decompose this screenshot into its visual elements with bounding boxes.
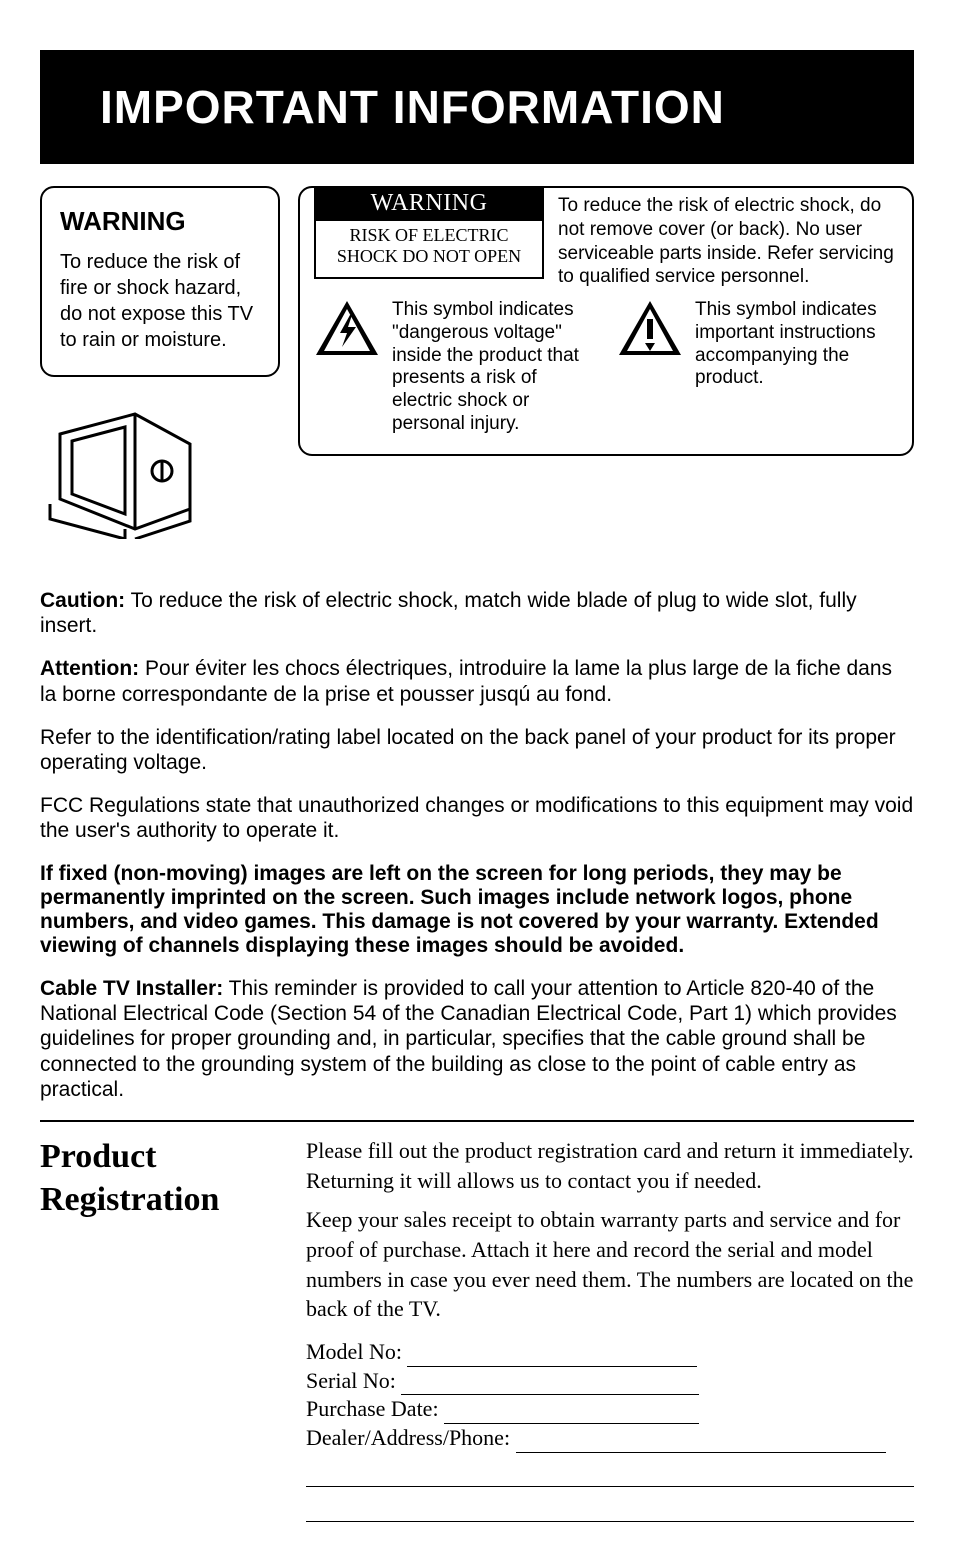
registration-section: Product Registration Please fill out the…	[40, 1136, 914, 1522]
warning-right-top: WARNING RISK OF ELECTRIC SHOCK DO NOT OP…	[314, 188, 898, 289]
dealer-field: Dealer/Address/Phone:	[306, 1424, 914, 1453]
registration-body: Please fill out the product registration…	[306, 1136, 914, 1522]
symbol-bolt-text: This symbol indicates "dangerous voltage…	[392, 299, 595, 436]
extra-blank-2[interactable]	[306, 1491, 914, 1522]
manual-page: IMPORTANT INFORMATION WARNING To reduce …	[0, 0, 954, 1562]
warning-right-text: To reduce the risk of electric shock, do…	[558, 188, 898, 289]
warning-row: WARNING To reduce the risk of fire or sh…	[40, 186, 914, 544]
cable-label: Cable TV Installer:	[40, 977, 223, 1000]
dealer-blank[interactable]	[516, 1429, 886, 1452]
tv-illustration	[40, 399, 210, 544]
symbol-bolt-item: This symbol indicates "dangerous voltage…	[314, 299, 595, 436]
tv-icon	[40, 399, 200, 539]
title-banner: IMPORTANT INFORMATION	[40, 50, 914, 164]
reg-heading-2: Registration	[40, 1179, 270, 1222]
fcc-paragraph: FCC Regulations state that unauthorized …	[40, 793, 914, 843]
extra-blank-1[interactable]	[306, 1457, 914, 1488]
caution-label: Caution:	[40, 589, 125, 612]
warning-right-box: WARNING RISK OF ELECTRIC SHOCK DO NOT OP…	[298, 186, 914, 456]
warning-left-text: To reduce the risk of fire or shock haza…	[60, 249, 260, 353]
purchase-blank[interactable]	[444, 1401, 699, 1424]
attention-text: Pour éviter les chocs électriques, intro…	[40, 657, 892, 705]
registration-heading: Product Registration	[40, 1136, 270, 1522]
attention-label: Attention:	[40, 657, 139, 680]
body-text: Caution: To reduce the risk of electric …	[40, 588, 914, 1102]
symbol-exclaim-item: This symbol indicates important instruct…	[617, 299, 898, 436]
serial-label: Serial No:	[306, 1368, 396, 1393]
warning-left-box: WARNING To reduce the risk of fire or sh…	[40, 186, 280, 377]
rating-paragraph: Refer to the identification/rating label…	[40, 725, 914, 775]
purchase-label: Purchase Date:	[306, 1396, 439, 1421]
warning-sub-2: SHOCK DO NOT OPEN	[337, 246, 521, 266]
warning-box-title: WARNING	[316, 188, 542, 221]
symbol-exclaim-text: This symbol indicates important instruct…	[695, 299, 898, 390]
reg-p2: Keep your sales receipt to obtain warran…	[306, 1205, 914, 1324]
page-title: IMPORTANT INFORMATION	[100, 80, 874, 134]
reg-heading-1: Product	[40, 1136, 270, 1179]
serial-field: Serial No:	[306, 1367, 914, 1396]
left-column: WARNING To reduce the risk of fire or sh…	[40, 186, 280, 544]
model-field: Model No:	[306, 1338, 914, 1367]
model-label: Model No:	[306, 1339, 402, 1364]
registration-fields: Model No: Serial No: Purchase Date: Deal…	[306, 1338, 914, 1522]
symbol-row: This symbol indicates "dangerous voltage…	[314, 299, 898, 436]
purchase-field: Purchase Date:	[306, 1395, 914, 1424]
cable-paragraph: Cable TV Installer: This reminder is pro…	[40, 976, 914, 1102]
lightning-triangle-icon	[314, 299, 380, 359]
exclamation-triangle-icon	[617, 299, 683, 359]
model-blank[interactable]	[407, 1344, 697, 1367]
reg-p1: Please fill out the product registration…	[306, 1136, 914, 1195]
serial-blank[interactable]	[401, 1372, 699, 1395]
dealer-label: Dealer/Address/Phone:	[306, 1425, 510, 1450]
warning-box-subtitle: RISK OF ELECTRIC SHOCK DO NOT OPEN	[316, 221, 542, 272]
warning-heading: WARNING	[60, 206, 260, 237]
attention-paragraph: Attention: Pour éviter les chocs électri…	[40, 656, 914, 706]
caution-text: To reduce the risk of electric shock, ma…	[40, 589, 857, 637]
caution-paragraph: Caution: To reduce the risk of electric …	[40, 588, 914, 638]
warning-sub-1: RISK OF ELECTRIC	[349, 225, 508, 245]
warning-inner-box: WARNING RISK OF ELECTRIC SHOCK DO NOT OP…	[314, 186, 544, 279]
fixed-images-paragraph: If fixed (non-moving) images are left on…	[40, 862, 914, 959]
separator	[40, 1120, 914, 1122]
